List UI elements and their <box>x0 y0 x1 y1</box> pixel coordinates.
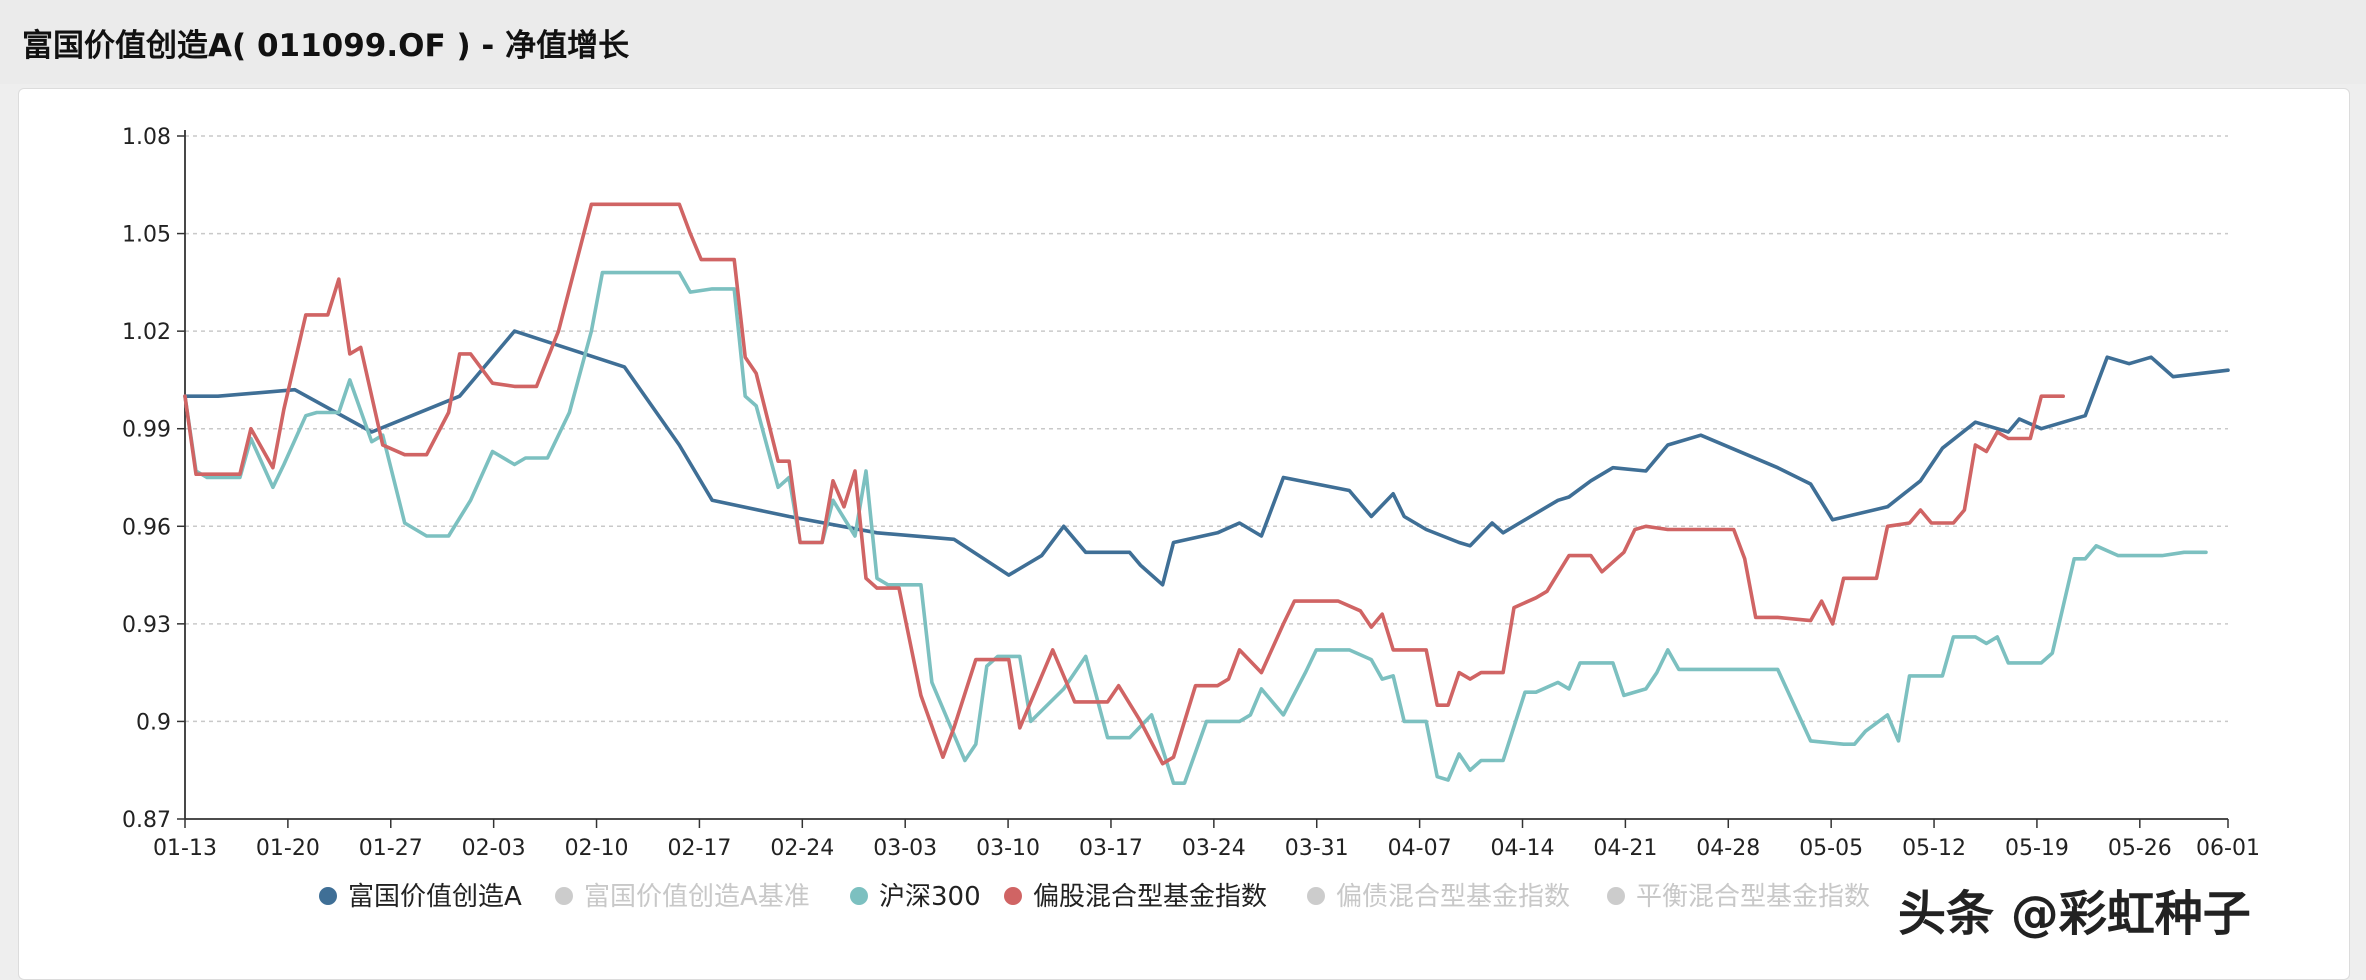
x-tick-label: 02-17 <box>667 836 731 861</box>
legend: 富国价值创造A 富国价值创造A基准 沪深300 偏股混合型基金指数 偏债混合型基金指数 平… <box>319 882 1870 912</box>
legend-dot-icon <box>1607 887 1625 905</box>
series-line-fund <box>183 329 2230 587</box>
y-tick-label: 0.87 <box>122 808 171 833</box>
x-tick-label: 01-20 <box>256 836 320 861</box>
legend-label: 偏债混合型基金指数 <box>1336 882 1570 912</box>
x-tick-label: 04-21 <box>1593 836 1657 861</box>
y-tick-label: 0.93 <box>122 613 171 638</box>
legend-label: 富国价值创造A <box>348 882 522 912</box>
x-tick-label: 04-28 <box>1696 836 1760 861</box>
legend-item[interactable]: 平衡混合型基金指数 <box>1607 882 1870 912</box>
x-tick-label: 06-01 <box>2196 836 2260 861</box>
y-tick-label: 1.05 <box>122 223 171 248</box>
series-lines <box>183 202 2230 785</box>
legend-dot-icon <box>850 887 868 905</box>
x-tick-label: 03-17 <box>1079 836 1143 861</box>
legend-item[interactable]: 富国价值创造A基准 <box>555 882 810 912</box>
legend-item[interactable]: 偏债混合型基金指数 <box>1307 882 1570 912</box>
x-tick-label: 04-07 <box>1388 836 1452 861</box>
legend-dot-icon <box>555 887 573 905</box>
series-line-hs300 <box>183 270 2208 785</box>
legend-dot-icon <box>1004 887 1022 905</box>
y-tick-label: 0.99 <box>122 418 171 443</box>
y-tick-label: 0.9 <box>136 710 171 735</box>
watermark-text: 头条 @彩虹种子 <box>1898 886 2251 942</box>
x-tick-label: 03-31 <box>1285 836 1349 861</box>
x-tick-label: 01-13 <box>153 836 217 861</box>
legend-item[interactable]: 沪深300 <box>850 882 981 912</box>
x-tick-label: 02-24 <box>770 836 834 861</box>
legend-dot-icon <box>1307 887 1325 905</box>
x-tick-label: 03-10 <box>976 836 1040 861</box>
chart-card <box>18 88 2350 980</box>
x-tick-label: 02-10 <box>565 836 629 861</box>
legend-label: 富国价值创造A基准 <box>584 882 810 912</box>
x-tick-label: 02-03 <box>462 836 526 861</box>
x-tick-label: 01-27 <box>359 836 423 861</box>
x-tick-label: 03-24 <box>1182 836 1246 861</box>
legend-label: 偏股混合型基金指数 <box>1033 882 1267 912</box>
legend-dot-icon <box>319 887 337 905</box>
grid-lines <box>185 135 2228 723</box>
legend-label: 平衡混合型基金指数 <box>1636 882 1870 912</box>
x-tick-label: 05-26 <box>2108 836 2172 861</box>
series-line-equity_index <box>183 202 2065 766</box>
legend-item[interactable]: 偏股混合型基金指数 <box>1004 882 1267 912</box>
page-title: 富国价值创造A( 011099.OF ) - 净值增长 <box>22 28 630 64</box>
y-tick-label: 1.02 <box>122 320 171 345</box>
axes: 1.08 1.05 1.02 0.99 0.96 0.93 0.9 0.87 01-13 01-2… <box>122 125 2260 861</box>
legend-item[interactable]: 富国价值创造A <box>319 882 522 912</box>
x-tick-label: 05-19 <box>2005 836 2069 861</box>
y-tick-label: 1.08 <box>122 125 171 150</box>
x-tick-label: 03-03 <box>873 836 937 861</box>
x-tick-label: 05-05 <box>1799 836 1863 861</box>
y-tick-label: 0.96 <box>122 515 171 540</box>
x-tick-label: 05-12 <box>1902 836 1966 861</box>
page-header: 富国价值创造A( 011099.OF ) - 净值增长 <box>0 0 2366 84</box>
legend-label: 沪深300 <box>879 882 981 912</box>
x-tick-label: 04-14 <box>1491 836 1555 861</box>
